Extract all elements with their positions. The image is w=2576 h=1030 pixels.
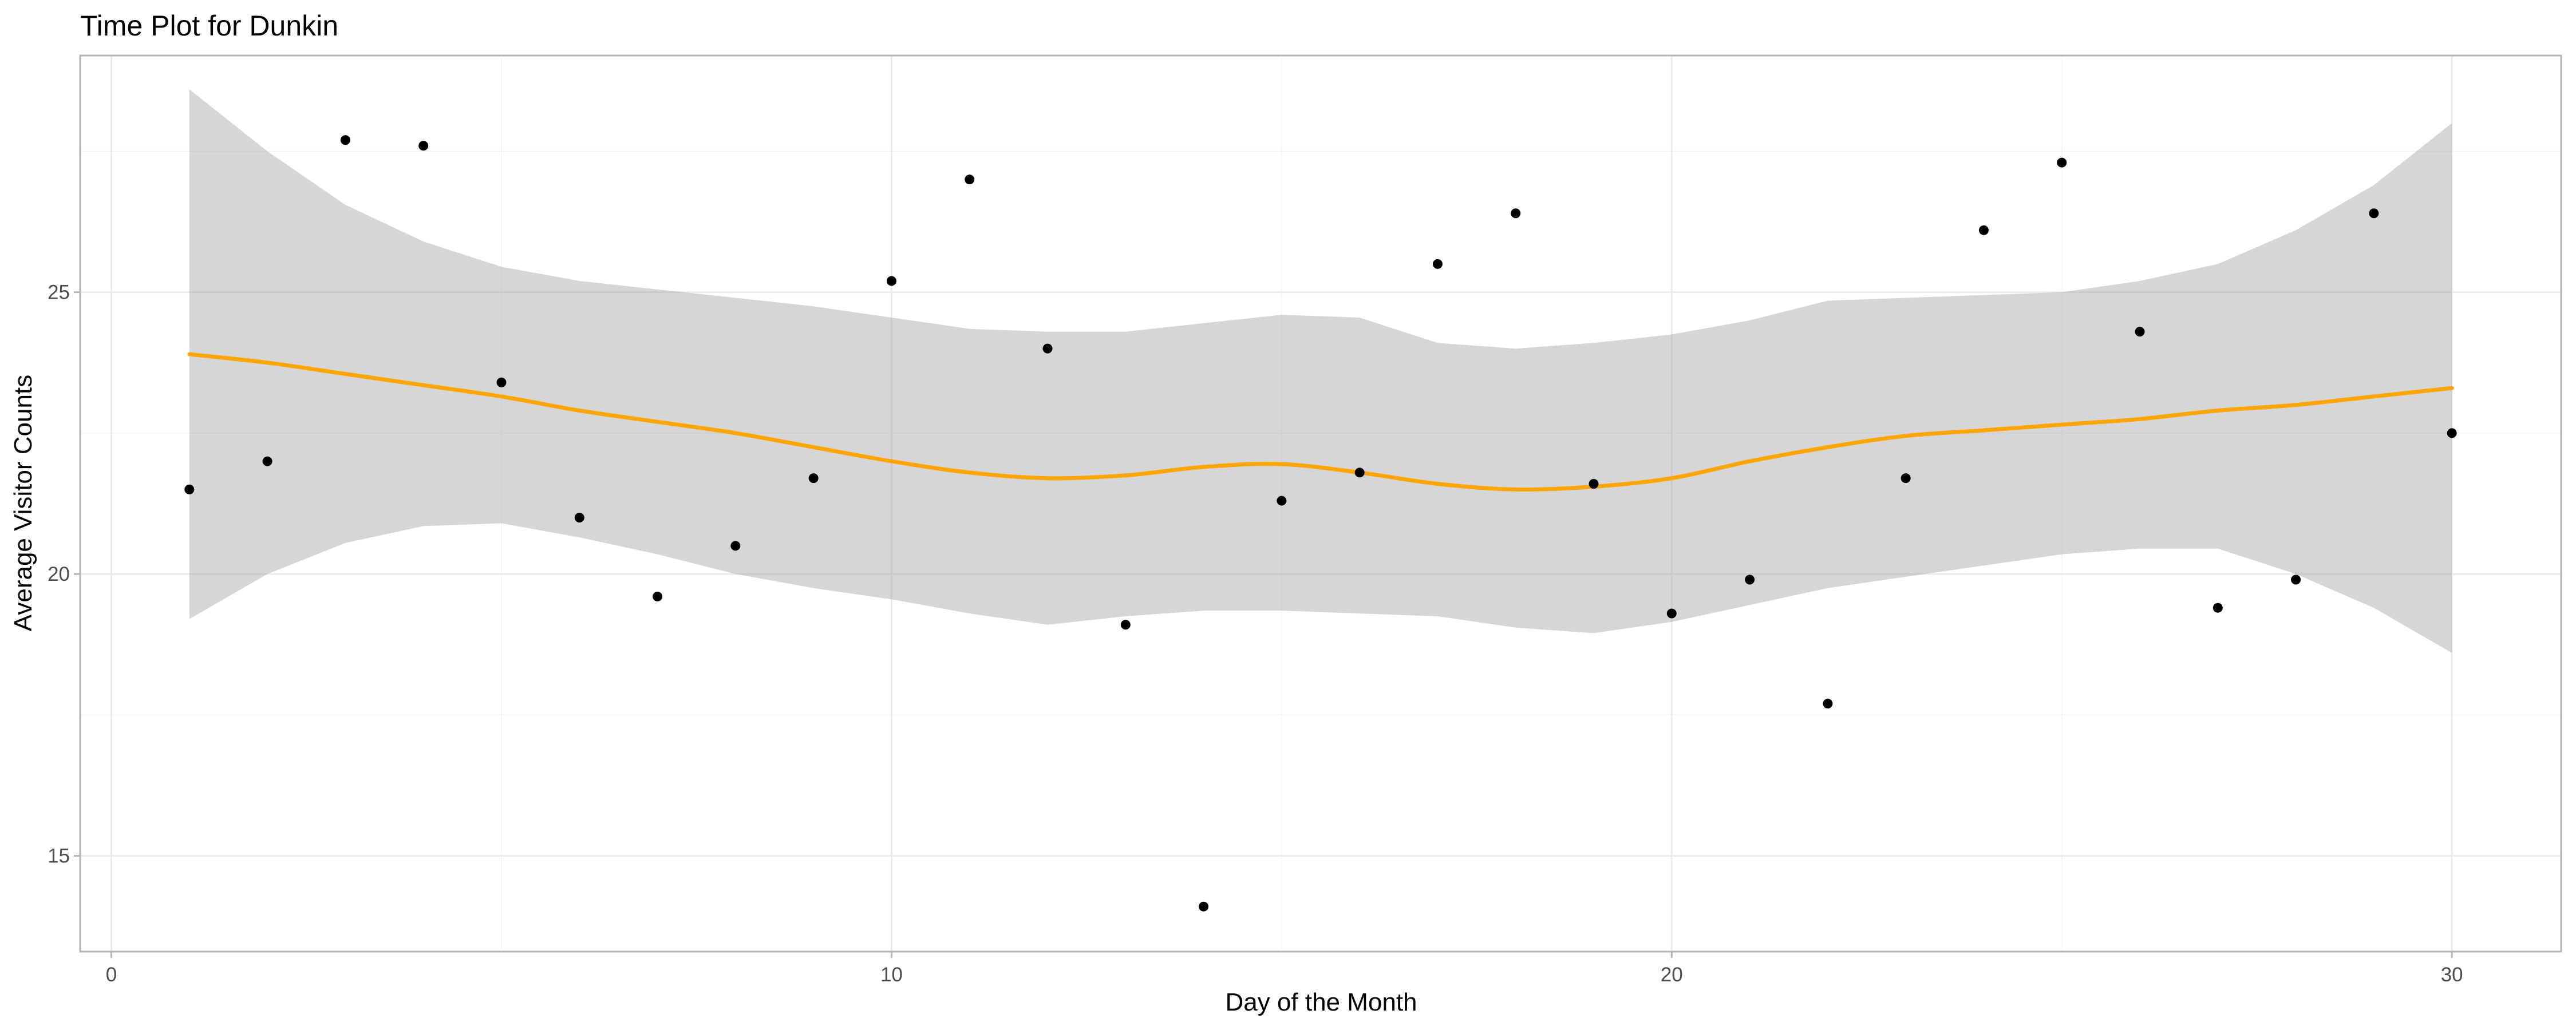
- data-point: [1823, 699, 1833, 709]
- x-axis: 0 10 20 30: [106, 952, 2463, 986]
- y-axis-title: Average Visitor Counts: [9, 375, 37, 631]
- y-tick-label: 25: [48, 282, 70, 304]
- data-point: [2057, 157, 2067, 168]
- data-point: [1354, 468, 1365, 478]
- data-point: [1042, 343, 1053, 354]
- data-point: [418, 141, 429, 151]
- chart-title: Time Plot for Dunkin: [80, 10, 338, 42]
- data-point: [730, 541, 741, 551]
- panel-border: [79, 54, 2562, 953]
- x-tick-label: 10: [880, 964, 903, 986]
- data-point: [1901, 473, 1911, 484]
- y-tick-label: 15: [48, 845, 70, 867]
- data-point: [2369, 208, 2379, 219]
- data-point: [965, 175, 975, 185]
- data-point: [2291, 575, 2301, 585]
- data-point: [496, 377, 507, 387]
- x-axis-title: Day of the Month: [1225, 988, 1417, 1016]
- data-points: [184, 135, 2457, 912]
- data-point: [886, 276, 896, 286]
- data-point: [2135, 327, 2145, 337]
- x-tick-label: 30: [2441, 964, 2463, 986]
- x-tick-label: 20: [1661, 964, 1683, 986]
- x-tick-label: 0: [106, 964, 117, 986]
- y-axis: 15 20 25: [48, 282, 80, 867]
- data-point: [1589, 479, 1599, 489]
- data-point: [1511, 208, 1521, 219]
- y-tick-label: 20: [48, 563, 70, 585]
- data-point: [808, 473, 819, 484]
- data-point: [1432, 259, 1443, 269]
- data-point: [2447, 428, 2457, 438]
- confidence-band: [189, 89, 2452, 653]
- data-point: [184, 484, 195, 494]
- data-point: [1120, 620, 1131, 630]
- data-point: [340, 135, 350, 145]
- data-point: [1666, 608, 1677, 619]
- data-point: [262, 456, 272, 466]
- data-point: [2212, 603, 2223, 613]
- data-point: [574, 513, 584, 523]
- smooth-line: [187, 352, 2454, 492]
- data-point: [1199, 901, 1209, 912]
- data-point: [1745, 575, 1755, 585]
- data-point: [653, 592, 663, 602]
- grid: [80, 56, 2561, 952]
- data-point: [1978, 225, 1989, 235]
- data-point: [1277, 496, 1287, 506]
